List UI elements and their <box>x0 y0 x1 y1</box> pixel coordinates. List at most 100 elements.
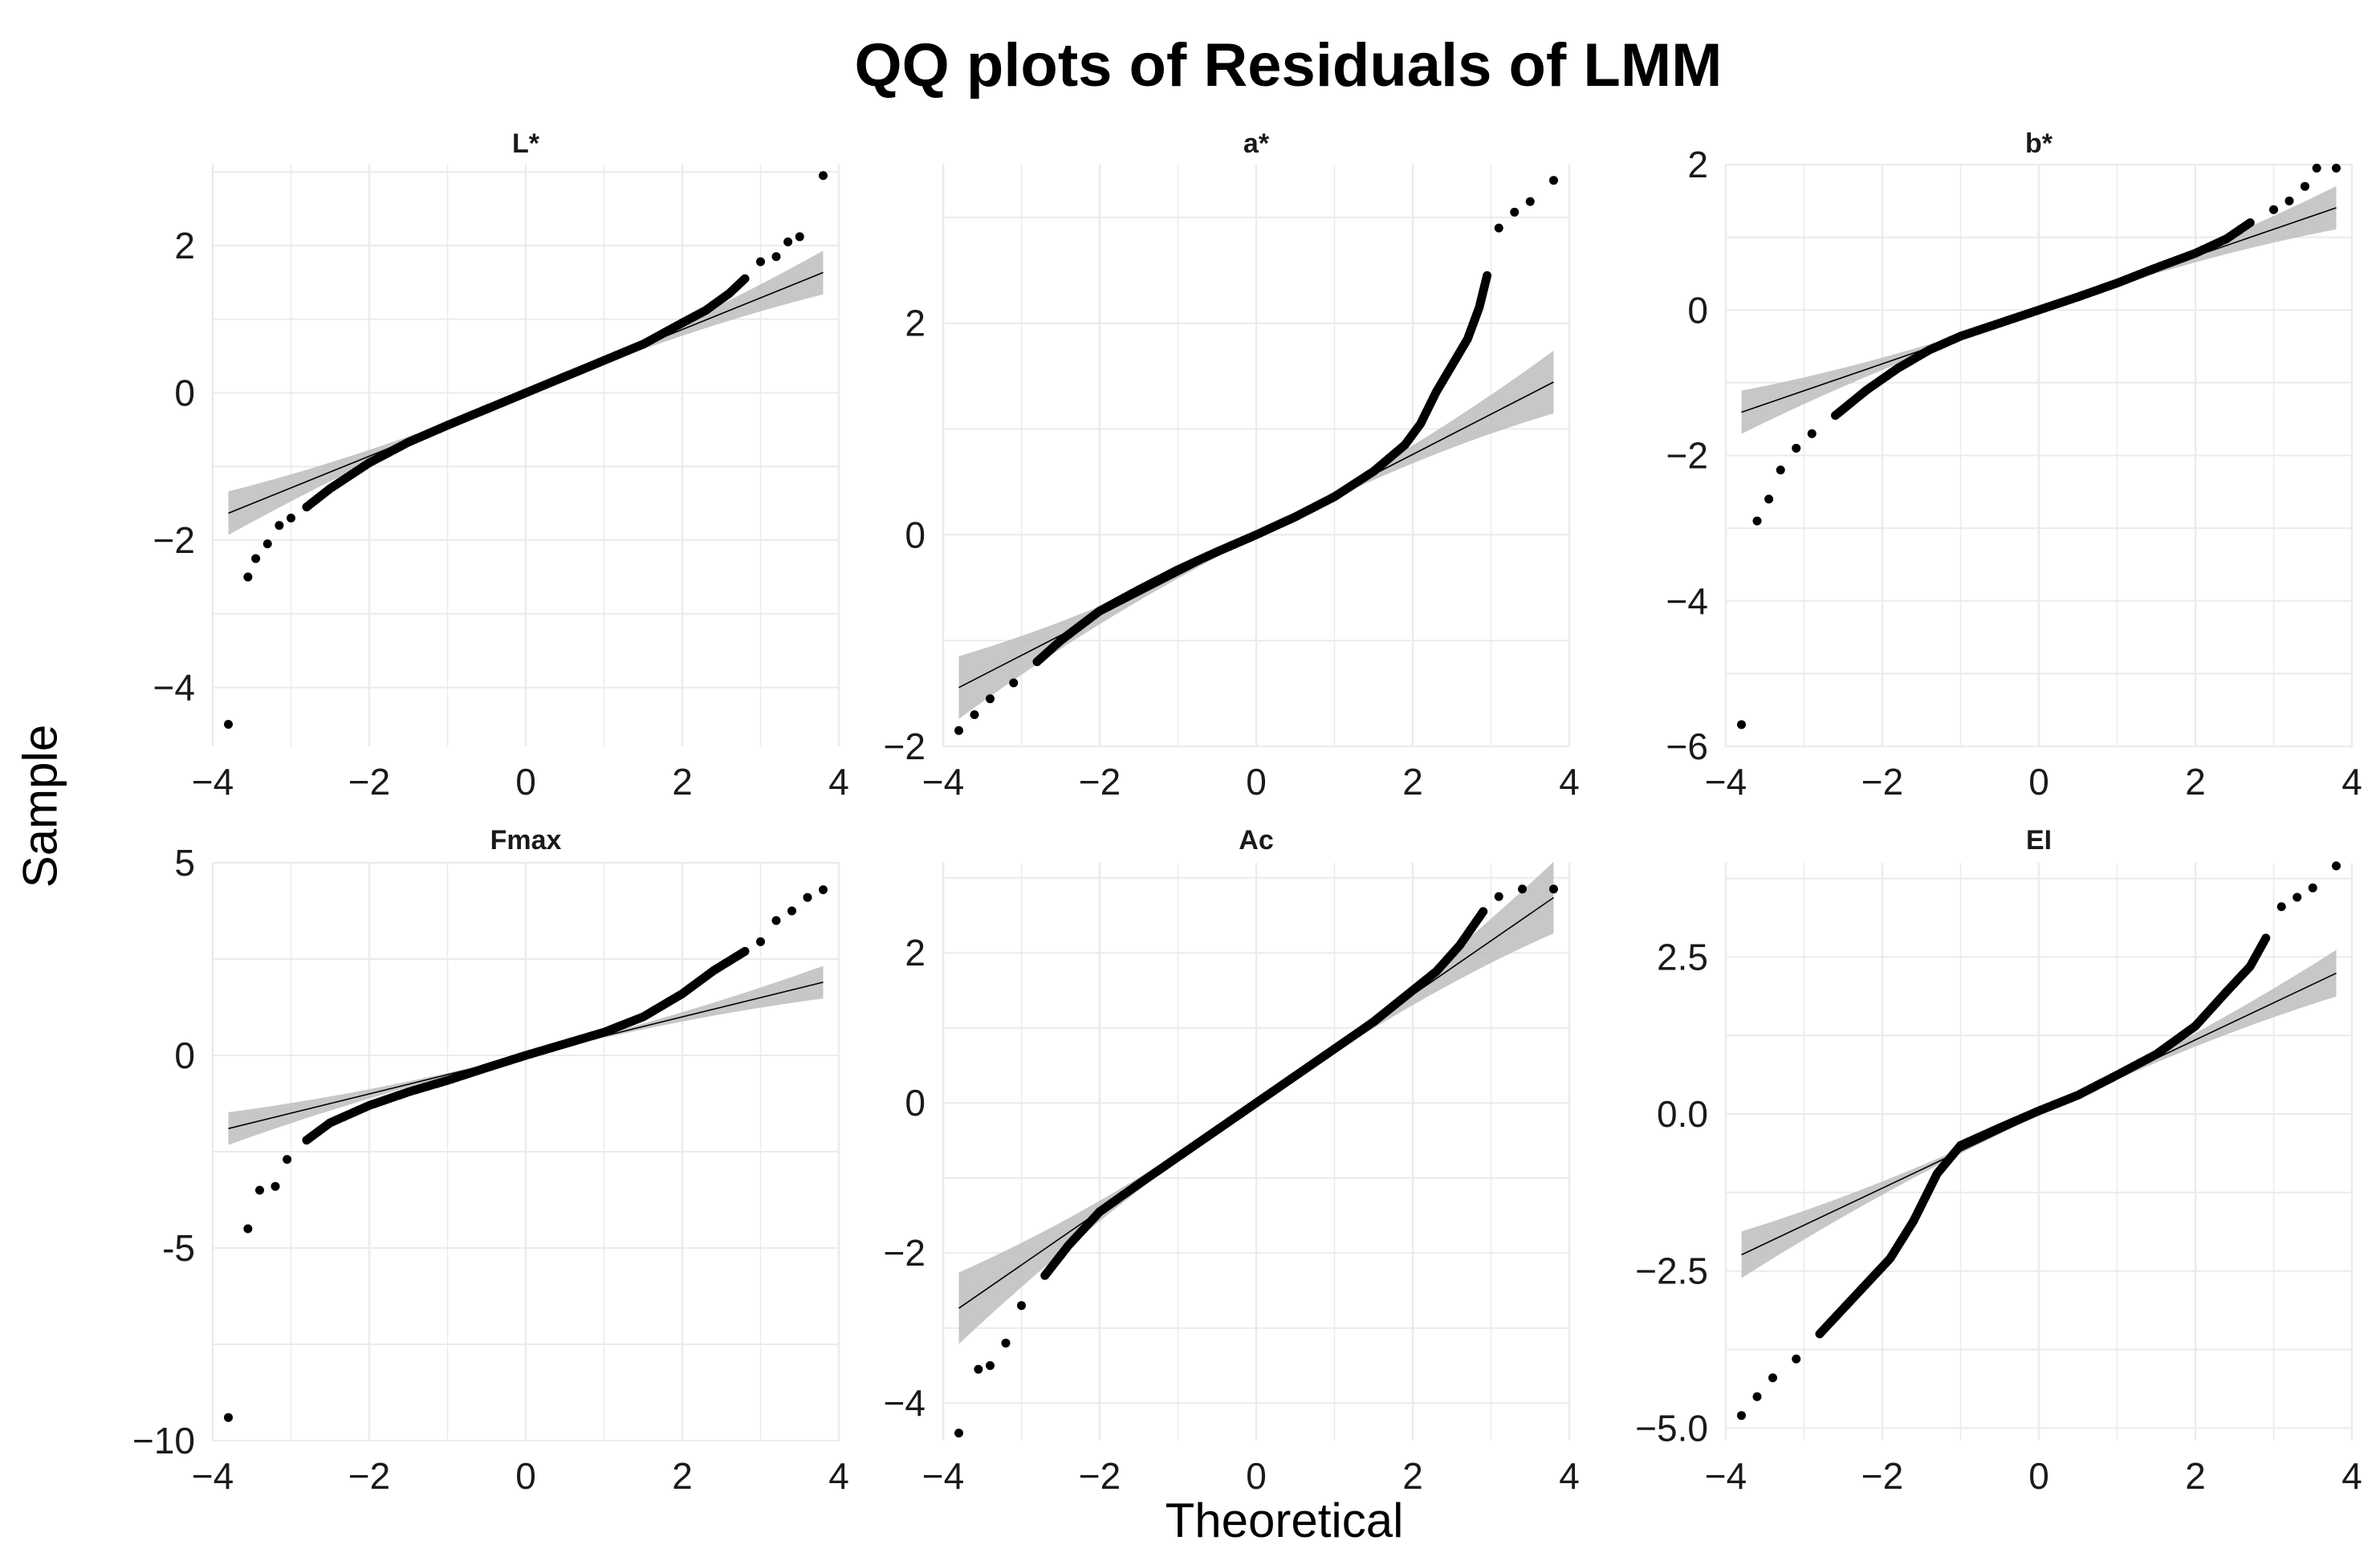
panel-6-point <box>1792 1354 1801 1364</box>
panel-1-x-tick-label: −2 <box>348 761 390 803</box>
panel-3-y-tick-label: −4 <box>1666 580 1708 622</box>
panel-4-point <box>771 916 781 925</box>
panel-3-point <box>2284 196 2294 205</box>
panel-2-point <box>1483 270 1492 280</box>
x-axis-title: Theoretical <box>1165 1494 1404 1547</box>
panel-2-x-tick-label: 2 <box>1402 761 1423 803</box>
panel-3-point <box>2269 205 2278 214</box>
panel-1-point <box>740 274 750 283</box>
panel-6-point <box>1768 1373 1777 1383</box>
panel-3-point <box>1807 429 1817 438</box>
panel-5-x-tick-label: −4 <box>922 1455 964 1497</box>
panel-2-point <box>970 709 979 719</box>
panel-3-point <box>2245 218 2255 227</box>
panel-6-strip-title: EI <box>2026 825 2052 856</box>
panel-5-point <box>986 1360 995 1370</box>
panel-2-y-tick-label: −2 <box>884 726 926 767</box>
panel-3-point <box>2301 181 2309 191</box>
panel-2-y-tick-label: 0 <box>905 514 926 555</box>
panel-4-point <box>756 937 765 946</box>
panel-3-point <box>1792 443 1801 453</box>
panel-5-x-tick-label: 4 <box>1559 1455 1580 1497</box>
panel-2-point <box>1549 176 1558 185</box>
panel-5-x-tick-label: 0 <box>1246 1455 1267 1497</box>
panel-6-x-tick-label: 2 <box>2185 1455 2206 1497</box>
panel-5-point <box>1017 1301 1026 1311</box>
panel-1-x-tick-label: 2 <box>672 761 693 803</box>
panel-2-point <box>1525 197 1535 206</box>
panel-4-point <box>740 946 750 956</box>
panel-3-point <box>1764 494 1774 504</box>
panel-6-point <box>2276 902 2286 912</box>
panel-3-y-tick-label: 2 <box>1687 144 1708 185</box>
panel-2-point <box>1009 678 1019 688</box>
panel-1-y-tick-label: 2 <box>174 225 195 266</box>
panel-4-point <box>271 1181 280 1191</box>
panel-4-x-tick-label: −2 <box>348 1455 390 1497</box>
panel-5-y-tick-label: 2 <box>905 932 926 974</box>
panel-6-x-tick-label: −4 <box>1705 1455 1747 1497</box>
panel-4-point <box>283 1155 292 1165</box>
panel-2-point <box>986 694 995 704</box>
panel-5-point <box>1001 1338 1011 1348</box>
panel-5-y-tick-label: −2 <box>884 1232 926 1274</box>
panel-4-y-tick-label: 5 <box>174 842 195 884</box>
panel-5-y-tick-label: −4 <box>884 1382 926 1424</box>
panel-4-strip-title: Fmax <box>490 825 562 856</box>
panel-1-y-tick-label: 0 <box>174 372 195 413</box>
panel-1-y-tick-label: −4 <box>153 667 195 709</box>
panel-5-y-tick-label: 0 <box>905 1082 926 1124</box>
panel-2-x-tick-label: −2 <box>1079 761 1121 803</box>
panel-1-point <box>771 252 781 262</box>
panel-6-x-tick-label: 4 <box>2341 1455 2362 1497</box>
panel-4-y-tick-label: -5 <box>162 1227 195 1269</box>
panel-1-point <box>819 171 828 181</box>
panel-3-x-tick-label: 4 <box>2341 761 2362 803</box>
panel-1-point <box>243 572 253 582</box>
panel-fmax: Fmax −10 -5 0 5 −4 −2 0 2 4 <box>132 825 849 1497</box>
panel-1-y-tick-label: −2 <box>153 519 195 561</box>
panel-2-strip-title: a* <box>1243 128 1270 159</box>
panel-a-star: a*−202−4 −2 0 2 4 <box>884 128 1580 803</box>
panel-6-y-tick-label: 2.5 <box>1657 936 1708 978</box>
panel-2-point <box>1494 223 1503 233</box>
panel-5-x-tick-label: 2 <box>1402 1455 1423 1497</box>
panel-6-y-tick-label: −2.5 <box>1635 1250 1708 1292</box>
panel-2-y-tick-label: 2 <box>905 303 926 344</box>
panel-3-y-tick-label: 0 <box>1687 289 1708 331</box>
panel-2-x-tick-label: 4 <box>1559 761 1580 803</box>
panel-3-point <box>2312 164 2321 173</box>
panel-l-star: L* −4 −2 0 2 −4 −2 0 2 4 <box>153 128 849 803</box>
panel-1-point <box>756 257 765 266</box>
panel-5-point <box>1549 884 1558 894</box>
panel-1-point <box>287 514 295 523</box>
panel-6-point <box>2261 933 2271 943</box>
panel-4-point <box>224 1413 233 1422</box>
panel-3-point <box>1776 465 1785 475</box>
panel-2-x-tick-label: 0 <box>1246 761 1267 803</box>
panel-4-y-tick-label: −10 <box>132 1420 195 1461</box>
panel-4-point <box>819 885 828 895</box>
panel-4-y-tick-label: 0 <box>174 1035 195 1076</box>
panel-1-point <box>262 539 272 549</box>
panel-5-point <box>974 1364 983 1374</box>
panel-6-point <box>1737 1411 1746 1421</box>
panel-3-point <box>1737 720 1746 730</box>
panel-4-point <box>787 906 796 916</box>
panel-5-strip-title: Ac <box>1239 825 1273 856</box>
panel-3-y-tick-label: −2 <box>1666 435 1708 477</box>
panel-4-point <box>243 1224 253 1234</box>
panel-5-point <box>1518 884 1527 894</box>
panel-6-x-tick-label: 0 <box>2028 1455 2049 1497</box>
panel-4-point <box>255 1185 264 1195</box>
panel-3-x-tick-label: −2 <box>1861 761 1903 803</box>
panel-6-point <box>1752 1392 1762 1401</box>
panel-ac: Ac −4 −2 0 2 −4 −2 0 2 4 <box>884 825 1580 1497</box>
panel-4-point <box>803 892 812 902</box>
panel-6-point <box>2308 883 2317 892</box>
panel-6-x-tick-label: −2 <box>1861 1455 1903 1497</box>
panel-4-x-tick-label: −4 <box>192 1455 234 1497</box>
panel-6-point <box>2293 892 2302 902</box>
panel-6-y-tick-label: −5.0 <box>1635 1407 1708 1449</box>
